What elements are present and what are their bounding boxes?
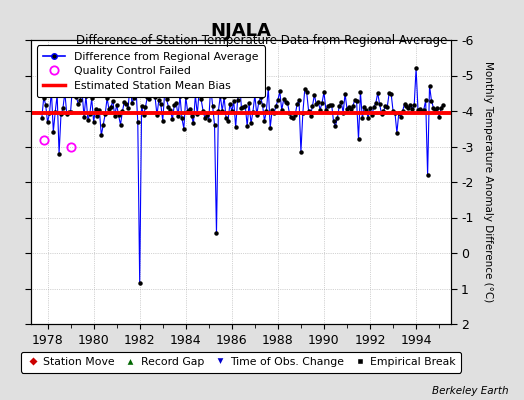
Y-axis label: Monthly Temperature Anomaly Difference (°C): Monthly Temperature Anomaly Difference (… xyxy=(483,61,493,303)
Title: NJALA: NJALA xyxy=(211,22,271,40)
Text: Berkeley Earth: Berkeley Earth xyxy=(432,386,508,396)
Legend: Station Move, Record Gap, Time of Obs. Change, Empirical Break: Station Move, Record Gap, Time of Obs. C… xyxy=(20,352,462,372)
Text: Difference of Station Temperature Data from Regional Average: Difference of Station Temperature Data f… xyxy=(77,34,447,47)
